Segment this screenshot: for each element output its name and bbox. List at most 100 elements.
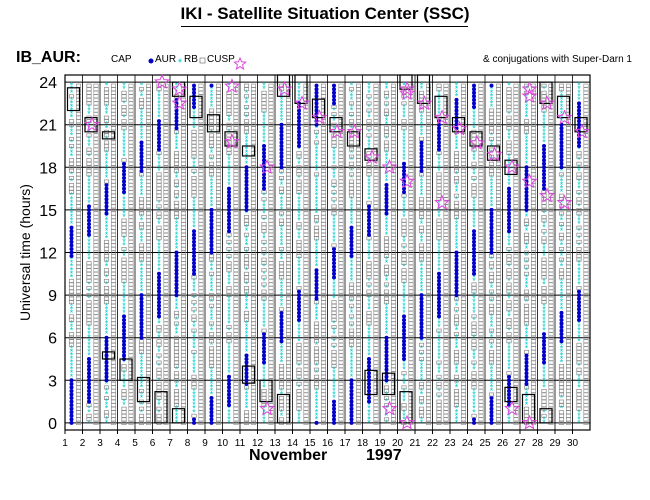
aur-point: * — [420, 414, 424, 424]
rb-point — [163, 403, 169, 408]
rb-point — [488, 172, 495, 177]
rb-point — [373, 378, 379, 383]
rb-point — [121, 104, 127, 109]
rb-point — [425, 374, 431, 379]
rb-point — [198, 332, 204, 337]
aur-point: * — [472, 116, 476, 126]
cap-point — [297, 119, 301, 124]
cap-point — [454, 271, 459, 276]
rb-point — [76, 371, 82, 376]
rb-point — [390, 399, 396, 404]
rb-point — [390, 101, 396, 106]
rb-point — [181, 137, 187, 141]
aur-point: * — [402, 148, 406, 158]
rb-point — [383, 90, 390, 95]
aur-point: * — [315, 368, 319, 378]
aur-point: * — [210, 201, 214, 211]
rb-point — [285, 293, 291, 298]
aur-point: * — [245, 233, 249, 243]
rb-point — [425, 410, 431, 415]
rb-point — [373, 261, 379, 266]
aur-point: * — [507, 159, 511, 169]
rb-point — [198, 83, 204, 88]
rb-point — [478, 307, 484, 312]
rb-point — [478, 300, 484, 305]
rb-point — [355, 371, 361, 376]
aur-point: * — [437, 375, 441, 385]
rb-point — [425, 286, 431, 290]
rb-point — [181, 335, 187, 340]
rb-point — [320, 353, 326, 358]
rb-point — [436, 229, 442, 234]
aur-point: * — [472, 404, 476, 414]
aur-point: * — [420, 358, 424, 368]
aur-point: * — [122, 212, 126, 222]
aur-point: * — [262, 319, 266, 329]
rb-point — [111, 282, 117, 287]
aur-point: * — [70, 152, 74, 162]
cap-point — [402, 353, 406, 358]
rb-point — [128, 208, 134, 212]
rb-point — [128, 339, 134, 344]
rb-point — [226, 239, 232, 244]
rb-point — [390, 126, 396, 131]
rb-point — [216, 87, 222, 92]
cap-point — [332, 94, 336, 99]
aur-point: * — [157, 315, 161, 325]
rb-point — [128, 83, 134, 88]
cap-point — [139, 168, 144, 173]
aur-point: * — [332, 226, 336, 236]
rb-point — [93, 310, 99, 315]
rb-point — [173, 190, 180, 195]
rb-point — [268, 278, 274, 283]
aur-point: * — [227, 343, 231, 353]
aur-point: * — [140, 379, 144, 389]
rb-point — [383, 417, 390, 422]
rb-point — [86, 307, 92, 312]
aur-point: * — [507, 361, 511, 371]
aur-point: * — [455, 336, 459, 346]
aur-point: * — [105, 390, 109, 400]
aur-point: * — [455, 137, 459, 147]
rb-point — [373, 399, 379, 404]
aur-point: * — [245, 145, 249, 155]
cap-point — [279, 129, 284, 134]
rb-point — [320, 413, 326, 418]
rb-point — [408, 321, 414, 326]
rb-point — [390, 247, 396, 251]
aur-point: * — [210, 379, 214, 389]
aur-point: * — [420, 113, 424, 123]
rb-point — [251, 385, 257, 390]
rb-point — [390, 108, 396, 113]
rb-point — [390, 90, 396, 95]
rb-point — [338, 282, 344, 287]
rb-point — [320, 360, 326, 365]
rb-point — [373, 342, 379, 347]
aur-point: * — [175, 244, 179, 254]
aur-point: * — [437, 340, 441, 350]
rb-point — [233, 151, 239, 156]
aur-point: * — [140, 177, 144, 187]
rb-point — [111, 97, 117, 102]
rb-point — [128, 257, 134, 262]
rb-point — [303, 360, 309, 365]
aur-point: * — [140, 91, 144, 101]
rb-point — [285, 399, 291, 404]
rb-point — [443, 399, 449, 404]
aur-point: * — [245, 237, 249, 247]
cap-point — [314, 293, 319, 298]
aur-point: * — [280, 169, 284, 179]
rb-point — [408, 403, 414, 408]
rb-point — [478, 406, 484, 411]
rb-point — [408, 247, 414, 251]
rb-point — [251, 261, 257, 266]
rb-point — [338, 190, 344, 195]
aur-point: * — [437, 102, 441, 112]
aur-point: * — [105, 152, 109, 162]
aur-point: * — [315, 191, 319, 201]
rb-point — [285, 211, 291, 216]
rb-point — [216, 335, 222, 340]
aur-point: * — [105, 162, 109, 172]
aur-point: * — [192, 333, 196, 343]
rb-point — [443, 335, 449, 340]
